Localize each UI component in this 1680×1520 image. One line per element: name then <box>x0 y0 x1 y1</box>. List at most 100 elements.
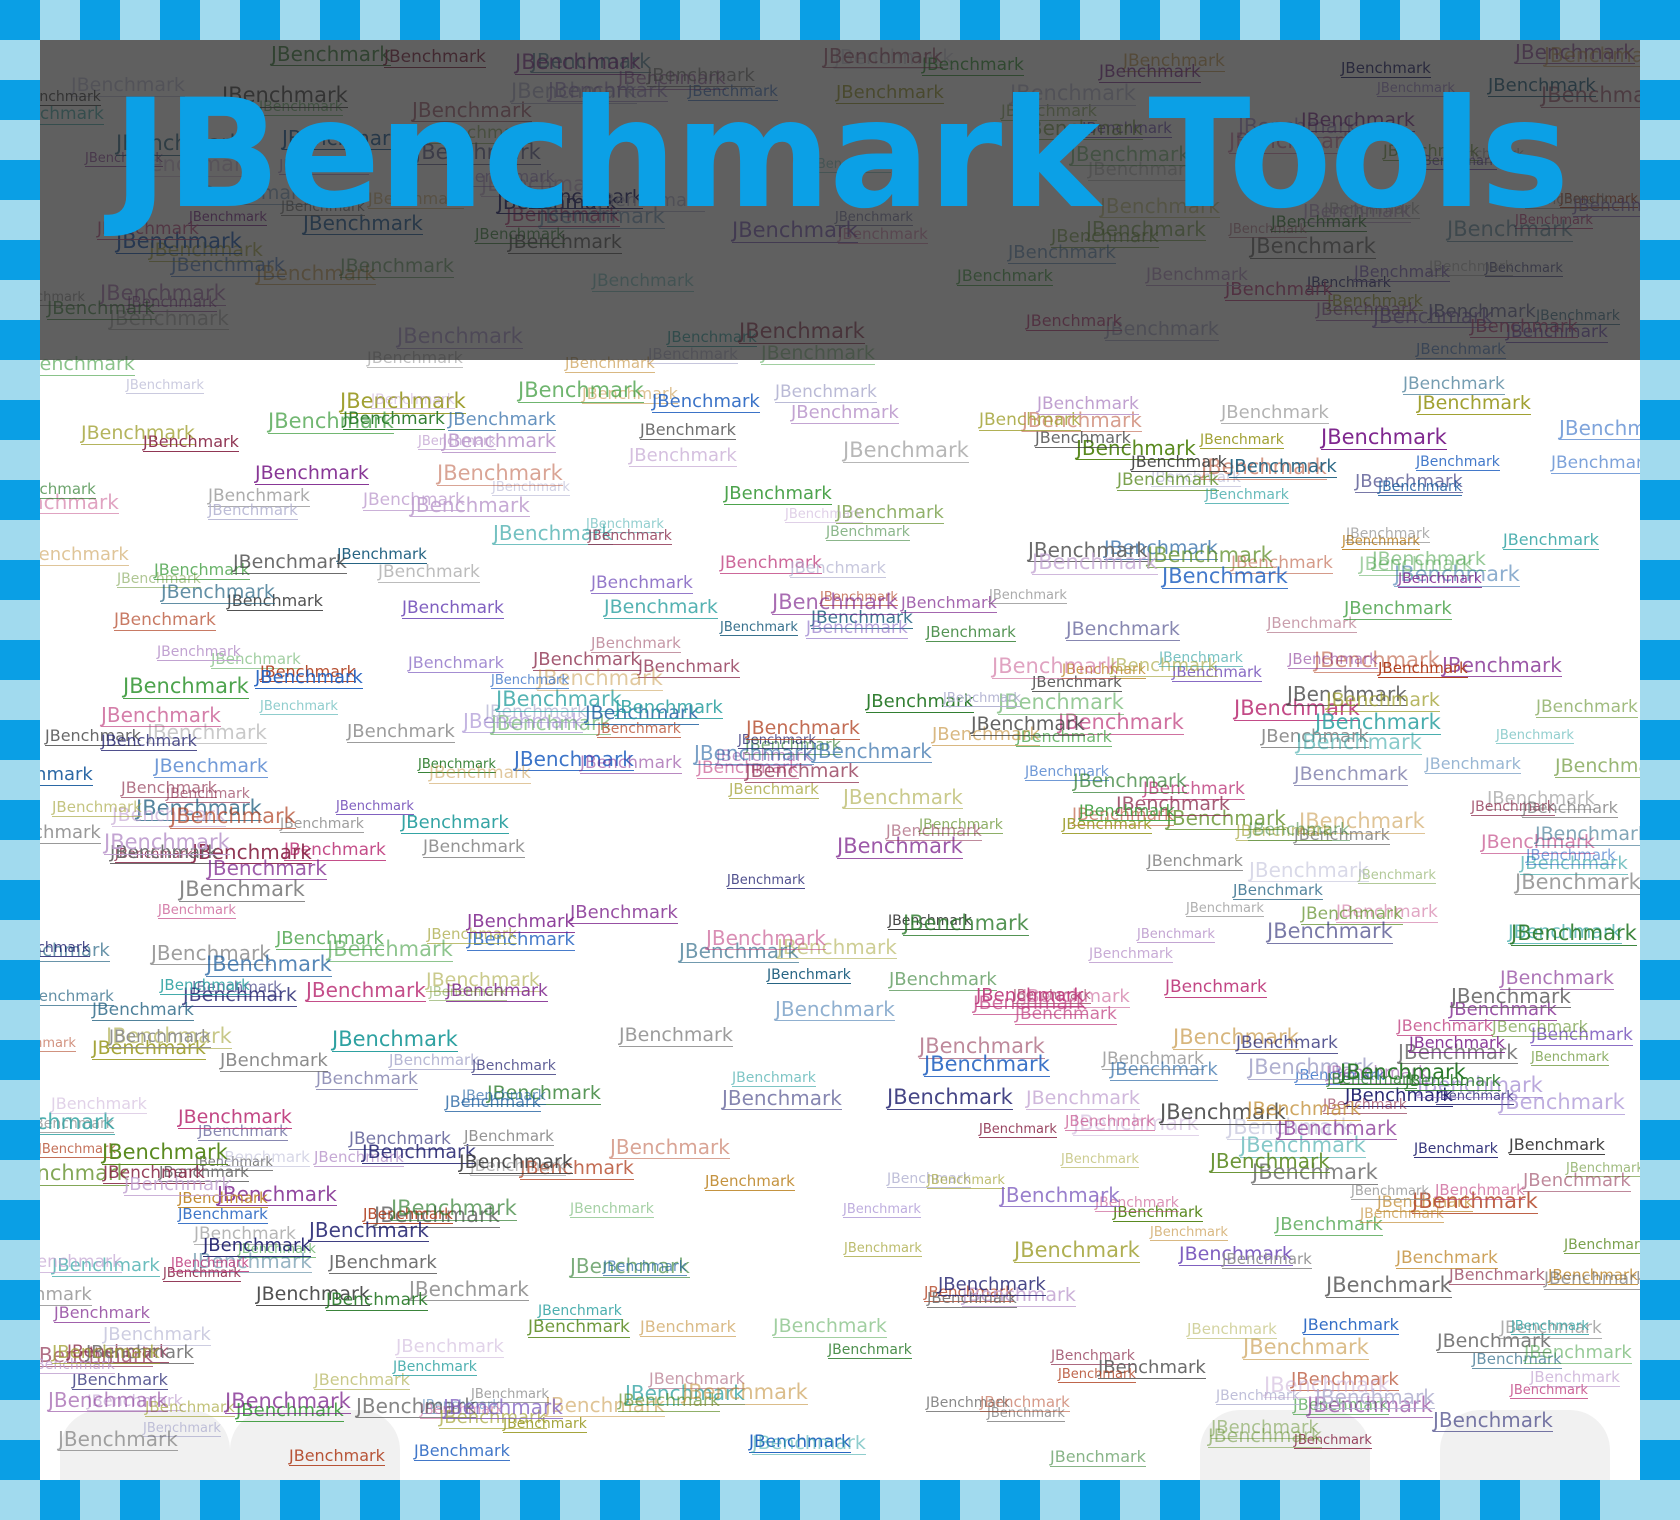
word-cloud-item: JBenchmark <box>1058 1367 1136 1383</box>
border-square <box>440 0 480 40</box>
border-square <box>0 160 40 200</box>
word-cloud-item: JBenchmark <box>166 786 250 803</box>
word-cloud-item: JBenchmark <box>418 757 496 773</box>
word-cloud-item: JBenchmark <box>570 1254 690 1278</box>
border-square <box>1600 0 1640 40</box>
word-cloud-item: JBenchmark <box>570 902 678 924</box>
border-square <box>1080 0 1120 40</box>
word-cloud-item: JBenchmark <box>208 486 310 507</box>
word-cloud-item: JBenchmark <box>289 1446 385 1466</box>
border-square <box>1640 1120 1680 1160</box>
word-cloud-item: JBenchmark <box>1159 650 1243 667</box>
word-cloud-item: JBenchmark <box>45 726 141 746</box>
word-cloud-item: JBenchmark <box>828 1342 912 1359</box>
checkered-border-bottom <box>0 1480 1680 1520</box>
border-square <box>80 0 120 40</box>
word-cloud-item: JBenchmark <box>491 711 611 735</box>
word-cloud-item: JBenchmark <box>408 653 504 673</box>
word-cloud-item: JBenchmark <box>1051 1348 1135 1365</box>
word-cloud-item: JBenchmark <box>192 1249 312 1273</box>
word-cloud-item: JBenchmark <box>87 1391 183 1411</box>
word-cloud-item: JBenchmark <box>694 741 814 765</box>
word-cloud-item: JBenchmark <box>426 969 540 992</box>
word-cloud-item: JBenchmark <box>1013 988 1091 1004</box>
border-square <box>80 1480 120 1520</box>
word-cloud-item: JBenchmark <box>886 821 982 841</box>
word-cloud-item: JBenchmark <box>1151 468 1241 487</box>
word-cloud-item: JBenchmark <box>1247 1098 1361 1121</box>
word-cloud-item: JBenchmark <box>1162 564 1288 589</box>
word-cloud-item: JBenchmark <box>1433 1408 1553 1432</box>
word-cloud-item: JBenchmark <box>570 1201 654 1218</box>
word-cloud-item: JBenchmark <box>126 378 204 394</box>
word-cloud-item: JBenchmark <box>40 482 96 499</box>
word-cloud-item: JBenchmark <box>888 913 972 930</box>
word-cloud-item: JBenchmark <box>1492 1017 1588 1037</box>
word-cloud-item: JBenchmark <box>194 1224 296 1245</box>
border-square <box>560 0 600 40</box>
border-square <box>1640 0 1680 40</box>
word-cloud-item: JBenchmark <box>467 929 575 951</box>
word-cloud-item: JBenchmark <box>1022 408 1142 432</box>
word-cloud-item: JBenchmark <box>340 389 466 414</box>
word-cloud-item: JBenchmark <box>889 969 997 991</box>
word-cloud-item: JBenchmark <box>429 985 507 1001</box>
border-square <box>0 480 40 520</box>
word-cloud-item: JBenchmark <box>206 952 332 977</box>
word-cloud-item: JBenchmark <box>844 1241 922 1257</box>
word-cloud-item: JBenchmark <box>40 1112 115 1135</box>
word-cloud-item: JBenchmark <box>705 1172 795 1191</box>
word-cloud-item: JBenchmark <box>429 763 531 784</box>
word-cloud-item: JBenchmark <box>178 1189 268 1208</box>
word-cloud-item: JBenchmark <box>72 1370 168 1390</box>
border-square <box>1080 1480 1120 1520</box>
word-cloud-item: JBenchmark <box>1378 659 1468 678</box>
border-square <box>560 1480 600 1520</box>
word-cloud-item: JBenchmark <box>437 461 563 486</box>
word-cloud-item: JBenchmark <box>1186 901 1264 917</box>
word-cloud-item: JBenchmark <box>268 409 394 434</box>
word-cloud-item: JBenchmark <box>40 1254 122 1273</box>
word-cloud-item: JBenchmark <box>459 1151 573 1174</box>
word-cloud-item: JBenchmark <box>1449 999 1557 1021</box>
border-square <box>1000 0 1040 40</box>
border-square <box>1640 880 1680 920</box>
word-cloud-item: JBenchmark <box>1022 986 1130 1008</box>
word-cloud-item: JBenchmark <box>1173 1025 1299 1050</box>
border-square <box>0 560 40 600</box>
border-square <box>1640 160 1680 200</box>
word-cloud-item: JBenchmark <box>1536 697 1638 718</box>
word-cloud-item: JBenchmark <box>533 649 641 671</box>
word-cloud-item: JBenchmark <box>732 1070 816 1087</box>
word-cloud-item: JBenchmark <box>309 1218 429 1242</box>
word-cloud-item: JBenchmark <box>1187 1320 1277 1339</box>
word-cloud-item: JBenchmark <box>1205 487 1289 504</box>
word-cloud-item: JBenchmark <box>493 521 613 545</box>
word-cloud-item: JBenchmark <box>1508 921 1622 944</box>
border-square <box>800 1480 840 1520</box>
border-square <box>0 960 40 1000</box>
word-cloud-item: JBenchmark <box>745 760 859 783</box>
word-cloud-item: JBenchmark <box>1372 548 1486 571</box>
word-cloud-item: JBenchmark <box>597 721 681 738</box>
word-cloud-item: JBenchmark <box>1229 456 1337 478</box>
word-cloud-item: JBenchmark <box>610 1135 730 1159</box>
word-cloud-item: JBenchmark <box>1559 418 1640 440</box>
border-square <box>760 1480 800 1520</box>
border-square <box>1120 0 1160 40</box>
word-cloud-item: JBenchmark <box>1000 1183 1120 1207</box>
word-cloud-item: JBenchmark <box>1165 977 1267 998</box>
word-cloud-item: JBenchmark <box>1147 851 1243 871</box>
border-square <box>0 840 40 880</box>
border-square <box>0 680 40 720</box>
word-cloud-item: JBenchmark <box>1511 921 1637 946</box>
word-cloud-item: JBenchmark <box>396 1336 504 1358</box>
word-cloud-item: JBenchmark <box>1442 653 1562 677</box>
word-cloud-item: JBenchmark <box>887 1171 971 1188</box>
border-square <box>0 80 40 120</box>
word-cloud-item: JBenchmark <box>1360 1206 1444 1223</box>
word-cloud-item: JBenchmark <box>1451 984 1571 1008</box>
word-cloud-item: JBenchmark <box>720 553 822 574</box>
word-cloud-item: JBenchmark <box>463 709 583 733</box>
border-square <box>1640 320 1680 360</box>
